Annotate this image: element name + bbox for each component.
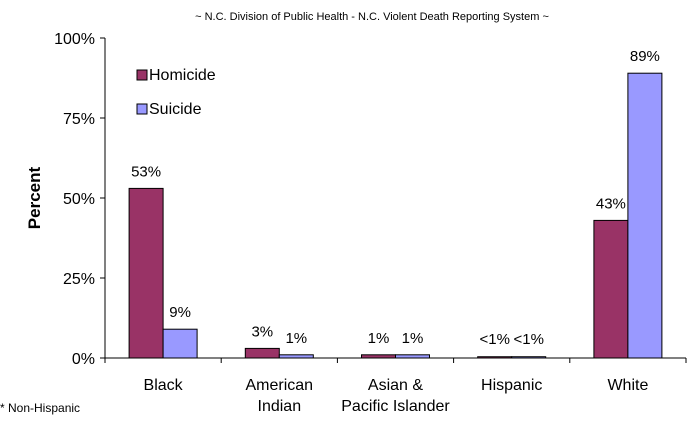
x-tick-label: Hispanic: [481, 377, 542, 394]
data-label: 1%: [402, 330, 424, 347]
x-tick-label: Asian &: [368, 377, 423, 394]
y-tick-label: 75%: [63, 111, 95, 128]
bar-homicide-2: [361, 354, 396, 359]
bar-suicide-1: [278, 354, 314, 359]
data-label: 9%: [169, 304, 191, 321]
data-label: 1%: [285, 330, 307, 347]
bar-homicide-4: [593, 219, 629, 359]
bar-suicide-4: [627, 72, 663, 359]
data-label: 1%: [368, 330, 390, 347]
legend-label-suicide: Suicide: [149, 101, 202, 118]
y-tick-label: 25%: [63, 271, 95, 288]
legend-swatch-homicide: [136, 69, 148, 81]
y-tick-label: 100%: [54, 31, 95, 48]
y-axis-label: Percent: [25, 166, 44, 229]
y-tick-label: 50%: [63, 191, 95, 208]
chart-title: ~ N.C. Division of Public Health - N.C. …: [195, 11, 549, 23]
x-tick-label: American: [246, 377, 314, 394]
bar-suicide-2: [395, 354, 430, 359]
bar-suicide-3: [511, 356, 547, 359]
bar-homicide-0: [128, 187, 164, 359]
x-tick-label: White: [607, 377, 648, 394]
data-label: 3%: [251, 323, 273, 340]
bar-homicide-1: [244, 347, 280, 359]
data-label: <1%: [479, 331, 509, 348]
legend-label-homicide: Homicide: [149, 67, 216, 84]
data-label: <1%: [513, 331, 543, 348]
data-label: 43%: [596, 195, 626, 212]
footnote: * Non-Hispanic: [0, 401, 80, 415]
y-tick-label: 0%: [72, 351, 95, 368]
x-tick-label: Pacific Islander: [341, 398, 450, 415]
data-label: 89%: [630, 48, 660, 65]
bar-suicide-0: [162, 328, 198, 359]
x-tick-label: Indian: [258, 398, 302, 415]
x-tick-label: Black: [144, 377, 184, 394]
data-label: 53%: [131, 163, 161, 180]
legend-swatch-suicide: [136, 103, 148, 115]
bar-homicide-3: [477, 356, 513, 359]
